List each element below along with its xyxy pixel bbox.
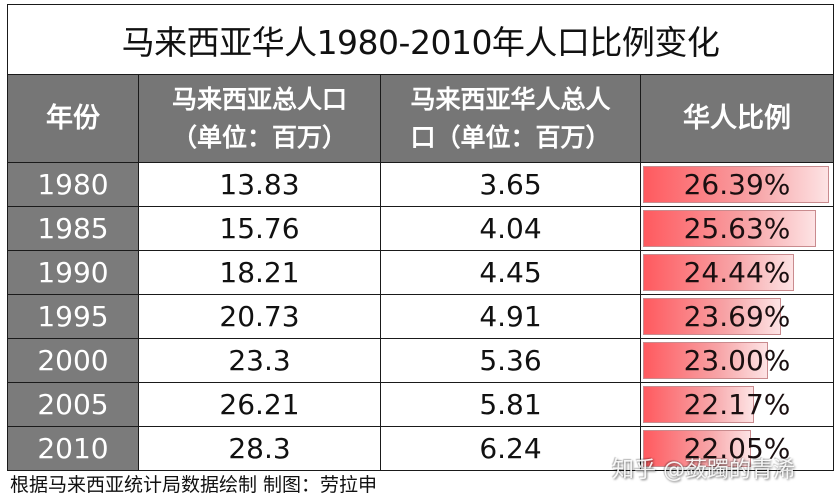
cell-year: 1980 [7, 162, 139, 207]
cell-total-population: 28.3 [138, 426, 381, 471]
ratio-data-bar [643, 386, 754, 423]
cell-chinese-ratio: 24.44% [640, 250, 834, 295]
table-row: 1980 13.83 3.65 26.39% [7, 162, 834, 207]
cell-chinese-population: 4.91 [380, 294, 641, 339]
cell-chinese-ratio: 23.00% [640, 338, 834, 383]
ratio-value: 26.39% [683, 168, 791, 201]
cell-year: 2010 [7, 426, 139, 471]
header-year: 年份 [7, 74, 139, 163]
watermark: 知乎 @蔹躅的青浠 [612, 458, 795, 483]
table-row: 2010 28.3 6.24 22.05% [7, 426, 834, 471]
header-total-population-line1: 马来西亚总人口 [171, 84, 347, 114]
cell-year: 2000 [7, 338, 139, 383]
cell-chinese-population: 4.45 [380, 250, 641, 295]
cell-chinese-population: 3.65 [380, 162, 641, 207]
header-total-population: 马来西亚总人口 （单位：百万） [138, 74, 381, 163]
table-row: 2000 23.3 5.36 23.00% [7, 338, 834, 383]
source-footnote: 根据马来西亚统计局数据绘制 制图：劳拉申 [10, 474, 378, 496]
ratio-value: 22.05% [683, 432, 791, 465]
ratio-value: 24.44% [683, 256, 791, 289]
cell-chinese-ratio: 25.63% [640, 206, 834, 251]
ratio-data-bar [643, 430, 752, 467]
ratio-data-bar [643, 298, 781, 335]
cell-year: 1995 [7, 294, 139, 339]
header-chinese-population-line1: 马来西亚华人总人 [410, 84, 611, 114]
cell-total-population: 23.3 [138, 338, 381, 383]
cell-chinese-population: 6.24 [380, 426, 641, 471]
table-title: 马来西亚华人1980-2010年人口比例变化 [7, 4, 834, 75]
table-row: 1990 18.21 4.45 24.44% [7, 250, 834, 295]
cell-chinese-ratio: 22.05% [640, 426, 834, 471]
cell-chinese-ratio: 22.17% [640, 382, 834, 427]
ratio-value: 23.69% [683, 300, 791, 333]
ratio-data-bar [643, 254, 795, 291]
cell-chinese-population: 5.81 [380, 382, 641, 427]
cell-total-population: 26.21 [138, 382, 381, 427]
ratio-data-bar [643, 166, 830, 203]
header-chinese-ratio: 华人比例 [640, 74, 834, 163]
ratio-value: 25.63% [683, 212, 791, 245]
cell-year: 1990 [7, 250, 139, 295]
table-row: 2005 26.21 5.81 22.17% [7, 382, 834, 427]
population-table: 马来西亚华人1980-2010年人口比例变化 年份 马来西亚总人口 （单位：百万… [7, 4, 834, 471]
cell-year: 2005 [7, 382, 139, 427]
ratio-data-bar [643, 342, 769, 379]
header-chinese-population: 马来西亚华人总人 口（单位：百万） [380, 74, 641, 163]
table-row: 1995 20.73 4.91 23.69% [7, 294, 834, 339]
ratio-value: 22.17% [683, 388, 791, 421]
cell-chinese-ratio: 26.39% [640, 162, 834, 207]
cell-chinese-ratio: 23.69% [640, 294, 834, 339]
ratio-value: 23.00% [683, 344, 791, 377]
cell-total-population: 20.73 [138, 294, 381, 339]
cell-total-population: 13.83 [138, 162, 381, 207]
header-chinese-population-line2: 口（单位：百万） [410, 122, 611, 152]
table-row: 1985 15.76 4.04 25.63% [7, 206, 834, 251]
cell-total-population: 18.21 [138, 250, 381, 295]
cell-chinese-population: 4.04 [380, 206, 641, 251]
ratio-data-bar [643, 210, 816, 247]
cell-year: 1985 [7, 206, 139, 251]
cell-chinese-population: 5.36 [380, 338, 641, 383]
header-total-population-line2: （单位：百万） [171, 122, 347, 152]
population-table-container: 马来西亚华人1980-2010年人口比例变化 年份 马来西亚总人口 （单位：百万… [7, 4, 834, 471]
cell-total-population: 15.76 [138, 206, 381, 251]
